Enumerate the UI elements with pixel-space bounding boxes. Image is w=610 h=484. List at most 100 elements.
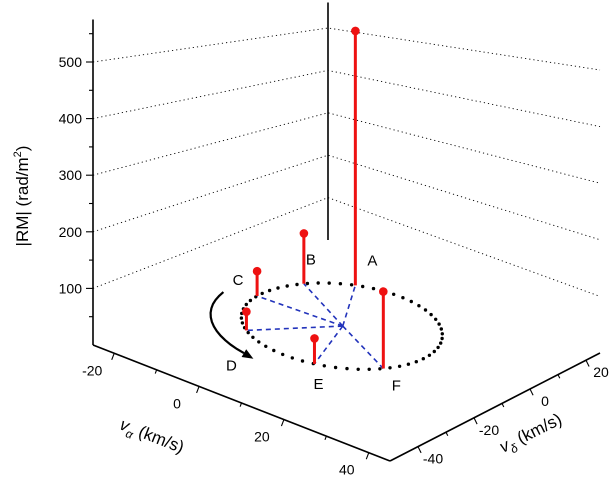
delta-minor-tick xyxy=(557,374,561,379)
velocity-circle-dot xyxy=(276,286,280,290)
velocity-circle-dot xyxy=(272,348,276,353)
velocity-circle-dot xyxy=(417,304,421,308)
velocity-circle-dot xyxy=(432,349,436,354)
delta-minor-tick xyxy=(445,431,449,437)
velocity-circle-dot xyxy=(429,312,433,317)
velocity-circle-dot xyxy=(439,327,443,331)
velocity-circle-dot xyxy=(264,344,268,348)
velocity-circle-dot xyxy=(240,321,245,325)
velocity-circle-dot xyxy=(440,332,444,336)
alpha-tick xyxy=(365,452,370,460)
velocity-circle-dot xyxy=(251,335,255,339)
alpha-tick xyxy=(196,386,200,394)
velocity-circle-dot xyxy=(248,298,253,303)
velocity-circle-dot xyxy=(440,336,444,341)
point-label-E: E xyxy=(313,376,323,393)
z-tick-label: 400 xyxy=(59,111,83,127)
point-label-D: D xyxy=(226,357,237,374)
delta-minor-tick xyxy=(501,403,505,408)
alpha-axis-label: vα (km/s) xyxy=(116,415,187,461)
velocity-circle-dot xyxy=(436,345,440,350)
stem-dot-C xyxy=(252,266,262,276)
velocity-circle-dot xyxy=(316,281,320,285)
delta-axis-line xyxy=(389,352,601,462)
delta-axis-label: vδ (km/s) xyxy=(496,410,566,461)
stem-dot-D xyxy=(242,307,251,317)
spoke-to-C xyxy=(256,295,344,327)
delta-tick-label: 0 xyxy=(541,393,549,409)
velocity-circle-dot xyxy=(434,317,438,321)
velocity-circle-dot xyxy=(300,359,305,363)
velocity-circle-dot xyxy=(338,282,343,286)
velocity-circle-dot xyxy=(260,291,264,296)
alpha-tick-label: 0 xyxy=(173,395,181,411)
velocity-circle-dot xyxy=(305,281,310,286)
rotation-arrowhead xyxy=(241,349,254,359)
velocity-circle-dot xyxy=(285,284,289,288)
stem-dot-E xyxy=(310,334,319,343)
velocity-circle-dot xyxy=(361,284,365,289)
spoke-to-B xyxy=(303,283,344,327)
alpha-tick xyxy=(280,419,285,427)
gridline-z-500 xyxy=(92,27,601,71)
velocity-circle-dot xyxy=(378,367,382,371)
point-label-B: B xyxy=(306,252,316,269)
velocity-circle-dot xyxy=(421,357,425,361)
velocity-circle-dot xyxy=(239,316,244,320)
velocity-circle-dot xyxy=(388,366,392,370)
z-tick-label: 200 xyxy=(59,224,83,240)
alpha-tick-label: 40 xyxy=(339,462,355,478)
z-tick-label: 300 xyxy=(59,167,83,183)
velocity-circle-dot xyxy=(267,288,272,293)
delta-tick-label: -20 xyxy=(479,422,499,438)
z-axis-label: |RM| (rad/m2) xyxy=(12,146,32,247)
delta-tick xyxy=(529,388,534,396)
velocity-circle-dot xyxy=(244,302,248,307)
velocity-circle-dot xyxy=(333,365,338,370)
alpha-tick-label: -20 xyxy=(82,362,102,378)
rotation-direction-arrow xyxy=(209,291,245,355)
velocity-circle-dot xyxy=(327,281,331,285)
velocity-circle-dot xyxy=(257,340,261,344)
point-label-A: A xyxy=(367,252,377,269)
z-tick-label: 500 xyxy=(59,54,83,70)
alpha-minor-tick xyxy=(324,435,327,441)
velocity-circle-dot xyxy=(439,341,443,345)
velocity-circle-dot xyxy=(409,299,413,304)
z-tick-label: 100 xyxy=(59,280,83,296)
spoke-to-F xyxy=(342,325,384,370)
velocity-circle-dot xyxy=(367,367,371,371)
velocity-circle-dot xyxy=(423,308,428,312)
velocity-circle-dot xyxy=(371,286,376,291)
velocity-circle-dot xyxy=(322,364,326,368)
velocity-circle-dot xyxy=(295,282,299,287)
velocity-circle-dot xyxy=(427,353,432,357)
stem-dot-F xyxy=(379,287,388,296)
gridline-z-300 xyxy=(92,112,601,184)
delta-tick xyxy=(473,417,478,425)
delta-tick-label: -40 xyxy=(423,451,443,467)
stem-dot-A xyxy=(351,26,360,36)
spoke-to-E xyxy=(313,325,344,365)
velocity-circle-dot xyxy=(414,360,418,364)
point-label-F: F xyxy=(392,378,401,395)
velocity-circle-dot xyxy=(401,296,405,300)
velocity-circle-dot xyxy=(356,367,360,371)
velocity-circle-dot xyxy=(290,356,294,360)
stem-dot-B xyxy=(299,229,309,238)
alpha-minor-tick xyxy=(239,402,243,407)
point-label-C: C xyxy=(233,272,244,289)
velocity-circle-dot xyxy=(349,283,354,287)
gridline-z-400 xyxy=(92,69,601,128)
gridline-z-100 xyxy=(92,197,601,297)
delta-tick xyxy=(417,446,422,454)
velocity-circle-dot xyxy=(246,330,250,335)
alpha-tick xyxy=(111,353,115,360)
velocity-circle-dot xyxy=(406,362,411,366)
velocity-circle-dot xyxy=(281,352,285,357)
velocity-circle-dot xyxy=(392,292,396,296)
gridline-z-200 xyxy=(92,154,601,241)
plot-generated-layer: 100 200 300 400 500 -20 0 20 40 -40 -20 0 20 A B C D E F xyxy=(59,2,609,478)
